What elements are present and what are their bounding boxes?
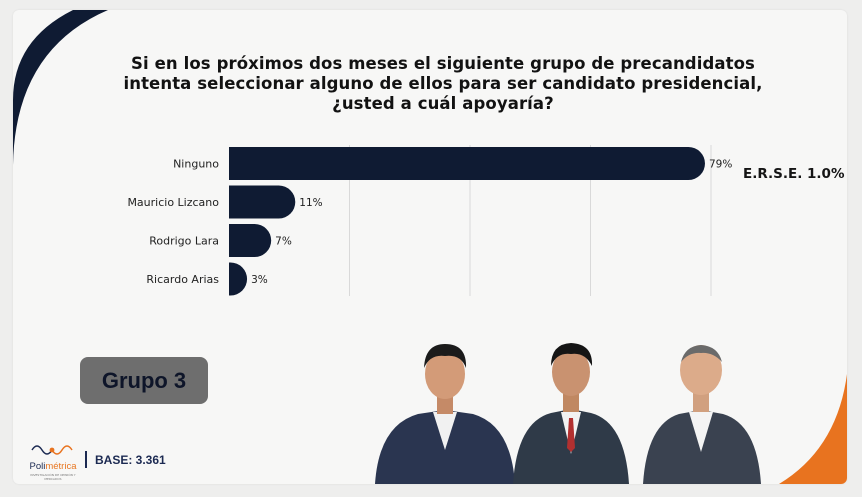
category-label: Mauricio Lizcano — [127, 196, 219, 209]
decorative-arc-top-left — [13, 10, 108, 165]
polimetrica-logo: Polimétrica INVESTIGACIÓN DE OPINIÓN Y M… — [24, 442, 82, 481]
value-label: 11% — [299, 197, 322, 209]
decorative-arc-bottom-right — [779, 374, 847, 484]
candidate-photo-2 — [513, 343, 629, 484]
value-label: 79% — [709, 159, 732, 171]
category-label: Ricardo Arias — [146, 273, 219, 286]
chart-title: Si en los próximos dos meses el siguient… — [113, 54, 773, 114]
title-line-2: intenta seleccionar alguno de ellos para… — [123, 74, 763, 93]
bar — [229, 224, 272, 257]
bar — [229, 147, 705, 180]
candidate-photo-3 — [643, 345, 761, 484]
candidate-photos — [375, 343, 761, 484]
margin-of-error-label: E.R.S.E. 1.0% — [743, 166, 845, 182]
footer-divider — [85, 451, 87, 468]
group-badge: Grupo 3 — [80, 357, 208, 404]
base-sample-label: BASE: 3.361 — [95, 453, 166, 467]
logo-wave-icon — [31, 445, 73, 455]
category-label: Rodrigo Lara — [149, 235, 219, 248]
logo-name-main: Poli — [29, 461, 46, 472]
logo-name-accent: métrica — [45, 461, 77, 472]
title-line-1: Si en los próximos dos meses el siguient… — [131, 54, 755, 73]
category-label: Ninguno — [173, 158, 219, 171]
logo-tagline: INVESTIGACIÓN DE OPINIÓN Y MERCADOS — [30, 473, 76, 481]
value-label: 7% — [275, 236, 292, 248]
bar — [229, 262, 248, 296]
slide: Si en los próximos dos meses el siguient… — [13, 10, 847, 484]
logo-name: Polimétrica — [24, 461, 82, 472]
title-line-3: ¿usted a cuál apoyaría? — [332, 94, 554, 113]
bar — [229, 185, 296, 219]
candidate-photo-1 — [375, 344, 515, 484]
value-label: 3% — [251, 274, 268, 286]
bar-chart: Ninguno 79% Mauricio Lizcano 11% Rodrigo Lar… — [127, 145, 732, 296]
